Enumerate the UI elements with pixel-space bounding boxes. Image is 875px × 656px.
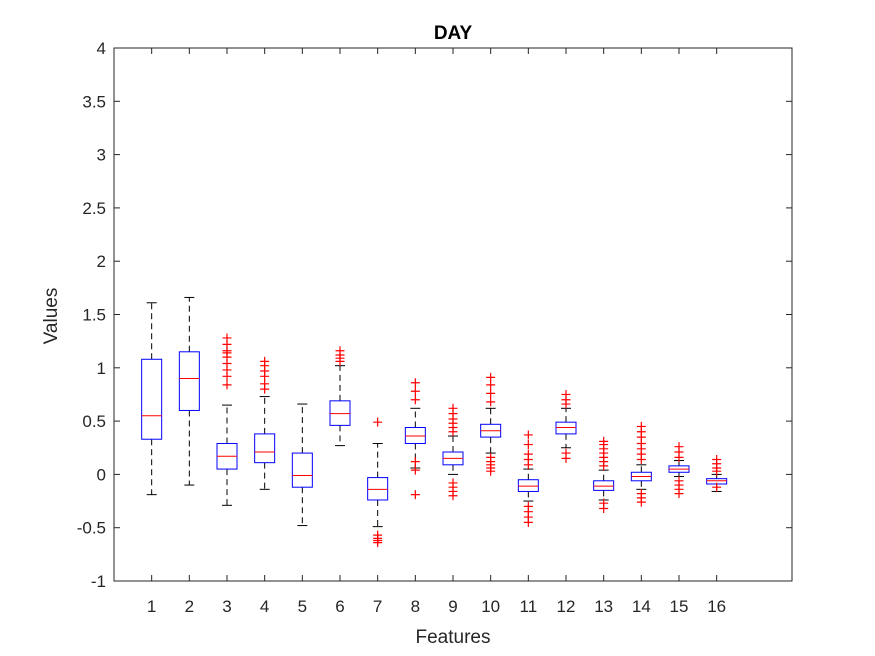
x-tick-label: 3	[222, 597, 231, 616]
box-iqr	[178, 351, 200, 411]
x-tick-label: 15	[670, 597, 689, 616]
outlier-point	[599, 504, 609, 514]
box-iqr	[254, 433, 276, 464]
outlier-point	[712, 454, 722, 464]
x-tick-label: 1	[147, 597, 156, 616]
outlier-point	[523, 449, 533, 459]
chart-title: DAY	[434, 23, 473, 44]
x-tick-label: 12	[557, 597, 576, 616]
outlier-point	[410, 457, 420, 467]
outlier-point	[523, 440, 533, 450]
outlier-point	[523, 517, 533, 527]
x-tick-label: 8	[411, 597, 420, 616]
x-axis-title: Features	[416, 627, 491, 648]
outlier-point	[486, 397, 496, 407]
outlier-point	[373, 538, 383, 548]
x-tick-label: 2	[185, 597, 194, 616]
outlier-point	[636, 421, 646, 431]
y-tick-label: 4	[97, 39, 106, 58]
outlier-point	[561, 389, 571, 399]
outlier-point	[674, 442, 684, 452]
y-tick-label: 1	[97, 359, 106, 378]
box-iqr	[329, 400, 351, 426]
outlier-point	[674, 489, 684, 499]
plot-frame	[113, 47, 793, 582]
box-iqr	[517, 479, 539, 492]
x-tick-label: 9	[448, 597, 457, 616]
x-tick-label: 16	[707, 597, 726, 616]
box-iqr	[555, 421, 577, 435]
outlier-point	[373, 417, 383, 427]
box-iqr	[404, 426, 426, 444]
outlier-point	[486, 388, 496, 398]
y-tick-label: 0.5	[82, 412, 106, 431]
box-iqr	[367, 477, 389, 501]
plot-area: -1-0.500.511.522.533.541 2 3 4 5 6 7 8 9 10 11 12 13…	[77, 39, 793, 616]
outlier-point	[448, 491, 458, 501]
outlier-point	[712, 482, 722, 492]
y-tick-label: 3.5	[82, 92, 106, 111]
x-tick-label: 6	[335, 597, 344, 616]
y-tick-label: 3	[97, 146, 106, 165]
box-iqr	[593, 480, 615, 491]
y-tick-label: 2.5	[82, 199, 106, 218]
x-tick-label: 11	[520, 597, 538, 616]
outlier-point	[222, 333, 232, 343]
y-axis-title: Values	[41, 288, 62, 345]
y-tick-label: -0.5	[77, 519, 106, 538]
outlier-point	[486, 372, 496, 382]
outlier-point	[410, 465, 420, 475]
y-tick-label: 2	[97, 252, 106, 271]
outlier-point	[410, 395, 420, 405]
x-tick-label: 7	[373, 597, 382, 616]
outlier-point	[599, 436, 609, 446]
outlier-point	[448, 403, 458, 413]
outlier-point	[486, 466, 496, 476]
outlier-point	[222, 380, 232, 390]
outlier-point	[523, 430, 533, 440]
x-tick-label: 5	[298, 597, 307, 616]
box-iqr	[291, 452, 313, 488]
x-tick-label: 4	[260, 597, 269, 616]
outlier-point	[410, 378, 420, 388]
outlier-point	[335, 346, 345, 356]
outlier-point	[636, 497, 646, 507]
x-tick-label: 13	[594, 597, 613, 616]
y-tick-label: 0	[97, 465, 106, 484]
y-tick-label: -1	[91, 572, 106, 591]
outlier-point	[410, 386, 420, 396]
x-tick-label: 10	[481, 597, 500, 616]
outlier-point	[561, 453, 571, 463]
x-tick-label: 14	[632, 597, 651, 616]
box-iqr	[141, 358, 163, 440]
outlier-point	[410, 490, 420, 500]
y-tick-label: 1.5	[82, 306, 106, 325]
outlier-point	[260, 356, 270, 366]
